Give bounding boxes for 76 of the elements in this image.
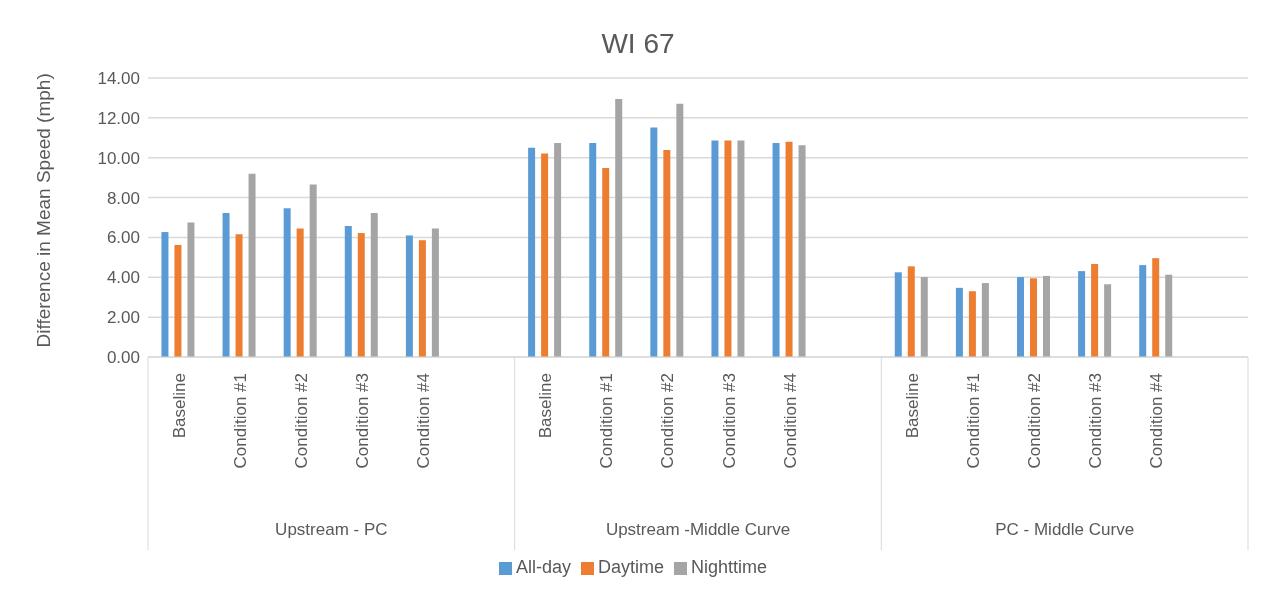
chart-title: WI 67 <box>600 27 676 61</box>
x-tick-label: Condition #4 <box>780 373 800 469</box>
text: Upstream - PC <box>275 520 388 539</box>
bar <box>344 226 352 357</box>
bar <box>405 235 413 357</box>
bar <box>955 287 963 357</box>
bar <box>1152 258 1160 357</box>
bar <box>1091 263 1099 357</box>
x-tick-label: Condition #4 <box>1147 373 1167 469</box>
bar <box>418 240 426 357</box>
bar <box>296 228 304 357</box>
bar <box>737 140 745 357</box>
x-tick-label: Condition #3 <box>352 373 372 469</box>
bar <box>235 234 243 357</box>
bar <box>968 291 976 357</box>
text: Upstream -Middle Curve <box>605 520 791 539</box>
bar <box>431 228 439 357</box>
bar <box>663 149 671 357</box>
bar <box>528 147 536 357</box>
bar <box>309 184 317 357</box>
bar <box>222 212 230 357</box>
bar <box>711 140 719 357</box>
x-tick-label: Condition #1 <box>230 373 250 469</box>
bar <box>615 98 623 357</box>
bar <box>785 141 793 357</box>
bar <box>894 272 902 357</box>
y-axis-title: Difference in Mean Speed (mph) <box>32 73 54 348</box>
x-tick-label: Condition #2 <box>1025 373 1045 469</box>
bar <box>920 277 928 357</box>
y-tick-label: 8.00 <box>106 188 140 208</box>
y-tick-label: 4.00 <box>106 268 140 288</box>
bar <box>602 167 610 357</box>
bar <box>772 142 780 357</box>
bar <box>161 232 169 357</box>
bar <box>650 127 658 357</box>
bar <box>370 212 378 357</box>
x-tick-label: Condition #2 <box>658 373 678 469</box>
x-tick-label: Condition #4 <box>414 373 433 469</box>
bar <box>174 245 182 357</box>
bar <box>981 283 989 357</box>
bar <box>187 222 195 357</box>
legend-label: All-day <box>515 557 571 577</box>
bar <box>798 145 806 357</box>
bar <box>1017 277 1024 357</box>
bar <box>541 153 549 357</box>
y-tick-label: 2.00 <box>106 308 140 328</box>
legend-label: Nighttime <box>691 557 768 577</box>
x-tick-label: Condition #1 <box>597 373 617 469</box>
bar <box>1139 265 1147 357</box>
bar <box>1043 275 1050 357</box>
y-tick-label: 0.00 <box>106 348 140 368</box>
bar <box>1165 274 1173 357</box>
x-tick-label: Condition #2 <box>291 373 311 469</box>
y-tick-label: 14.00 <box>97 69 140 89</box>
bar <box>589 142 597 357</box>
x-tick-label: Baseline <box>169 373 189 439</box>
bar <box>357 233 365 357</box>
text: PC - Middle Curve <box>995 520 1135 539</box>
legend-label: Daytime <box>597 557 664 577</box>
bar <box>554 142 562 357</box>
x-tick-label: Condition #3 <box>719 373 739 469</box>
x-tick-label: Condition #1 <box>964 373 983 469</box>
x-tick-label: Baseline <box>902 373 922 439</box>
y-tick-label: 6.00 <box>106 228 140 248</box>
x-tick-label: Baseline <box>536 373 556 439</box>
bar <box>676 103 684 357</box>
bar <box>1104 284 1112 357</box>
y-tick-label: 10.00 <box>97 148 140 168</box>
bar <box>724 140 732 357</box>
bar <box>248 173 256 357</box>
bar <box>1078 271 1086 357</box>
y-tick-label: 12.00 <box>97 108 140 128</box>
bar <box>1030 278 1037 357</box>
bar <box>283 208 291 357</box>
x-tick-label: Condition #3 <box>1086 373 1106 469</box>
bar <box>907 266 915 357</box>
